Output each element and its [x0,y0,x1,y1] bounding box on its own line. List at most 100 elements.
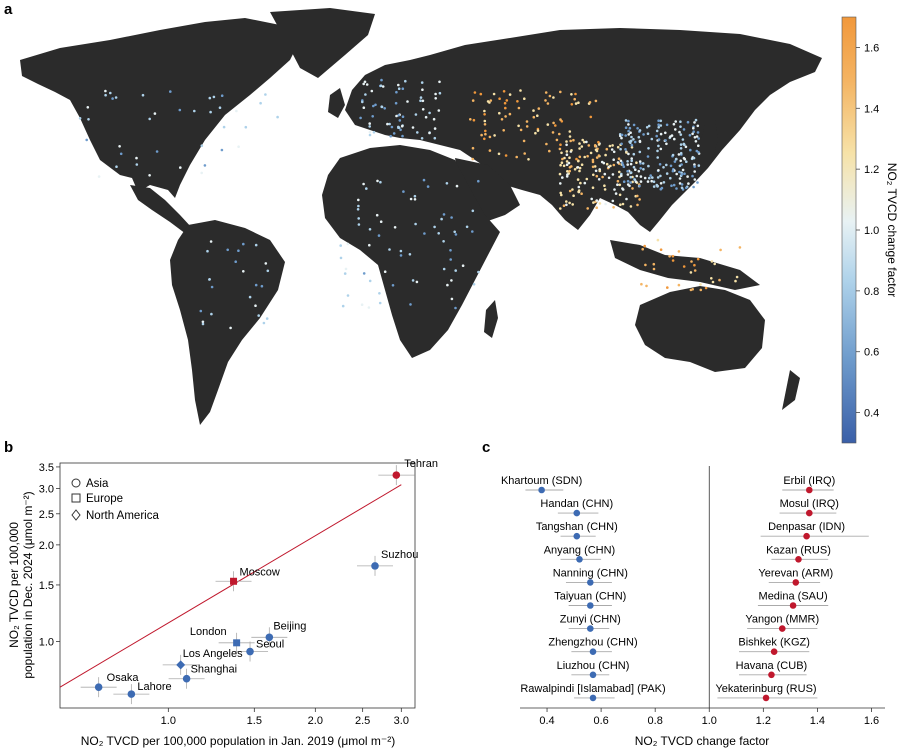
city-point [505,99,509,102]
city-point [697,151,700,154]
city-point [420,137,424,140]
city-point [433,127,437,130]
city-point [356,208,360,211]
point-beijing [265,633,274,642]
city-point [565,140,568,143]
city-point [621,163,625,166]
city-point [577,189,581,192]
city-point [644,263,647,267]
city-point [612,150,616,154]
city-point [649,174,652,177]
city-point [493,134,496,137]
city-point [571,188,574,191]
city-point [372,130,376,134]
city-point [208,278,211,281]
city-point [442,240,445,243]
city-point [414,222,417,226]
city-point [680,183,684,186]
city-point [483,119,487,123]
city-point [420,81,424,84]
city-point [696,181,699,184]
city-point [141,93,145,97]
city-point [257,314,261,317]
city-point [200,171,203,175]
city-point [344,267,348,271]
panel-c-dotplot: 0.4 0.6 0.8 1.0 1.2 1.4 1.6 Khartoum (SDN) Hand… [501,466,885,748]
city-point [440,217,443,221]
point-lahore [127,690,136,698]
city-point [604,202,607,206]
city-point [610,148,614,151]
city-point [254,283,258,287]
city-point [449,258,453,261]
city-point [438,91,442,95]
city-point [209,110,212,114]
point-khartoum-sdn- [538,486,545,494]
city-point [641,247,644,251]
city-point [568,201,571,205]
city-point [598,202,602,205]
city-point [659,132,663,136]
point-denpasar-idn- [803,532,810,540]
city-point [685,186,688,190]
city-point [548,94,552,98]
city-point [591,160,595,164]
city-point [609,164,612,168]
city-point [580,192,583,195]
city-point [363,80,367,84]
city-point [339,256,343,260]
city-point [580,145,584,148]
city-point [619,147,622,151]
city-point [433,225,436,229]
city-point [455,184,459,188]
point-taiyuan-chn- [586,602,594,609]
city-point [483,123,487,126]
city-point [560,151,563,155]
city-point [534,131,537,135]
point-tehran [392,471,401,479]
city-point [379,84,383,87]
city-point [647,147,650,150]
city-point [662,181,666,184]
legend-square-marker [71,493,81,503]
city-point [368,125,372,128]
city-point [652,185,656,188]
label-bishkek-kgz-: Bishkek (KGZ) [738,637,810,649]
city-point [680,173,684,176]
city-point [135,156,138,160]
city-point [693,121,696,124]
city-point [471,146,475,150]
city-point [516,100,519,103]
city-point [616,161,620,164]
city-point [390,125,394,129]
city-point [642,168,645,171]
city-point [341,304,345,308]
city-point [449,249,452,252]
city-point [603,184,606,187]
city-point [679,143,683,146]
city-point [169,90,172,93]
city-point [674,120,677,123]
city-point [259,101,262,105]
city-point [264,93,267,96]
panel-b-legend: Asia Europe North America [71,478,159,522]
city-point [682,265,686,268]
city-point [397,125,400,129]
city-point [590,197,593,201]
city-point [566,170,569,173]
city-point [696,131,700,134]
city-point [693,163,696,166]
city-point [646,180,650,183]
city-point [525,125,529,128]
x-tick-label: 2.5 [355,715,370,727]
city-point [627,152,630,156]
city-point [658,163,662,166]
city-point [563,156,566,160]
city-point [562,204,566,207]
city-point [651,176,654,179]
city-point [637,135,641,139]
city-point [570,149,573,152]
city-point [625,151,628,154]
city-point [497,152,501,156]
africa-landmass [322,145,500,358]
